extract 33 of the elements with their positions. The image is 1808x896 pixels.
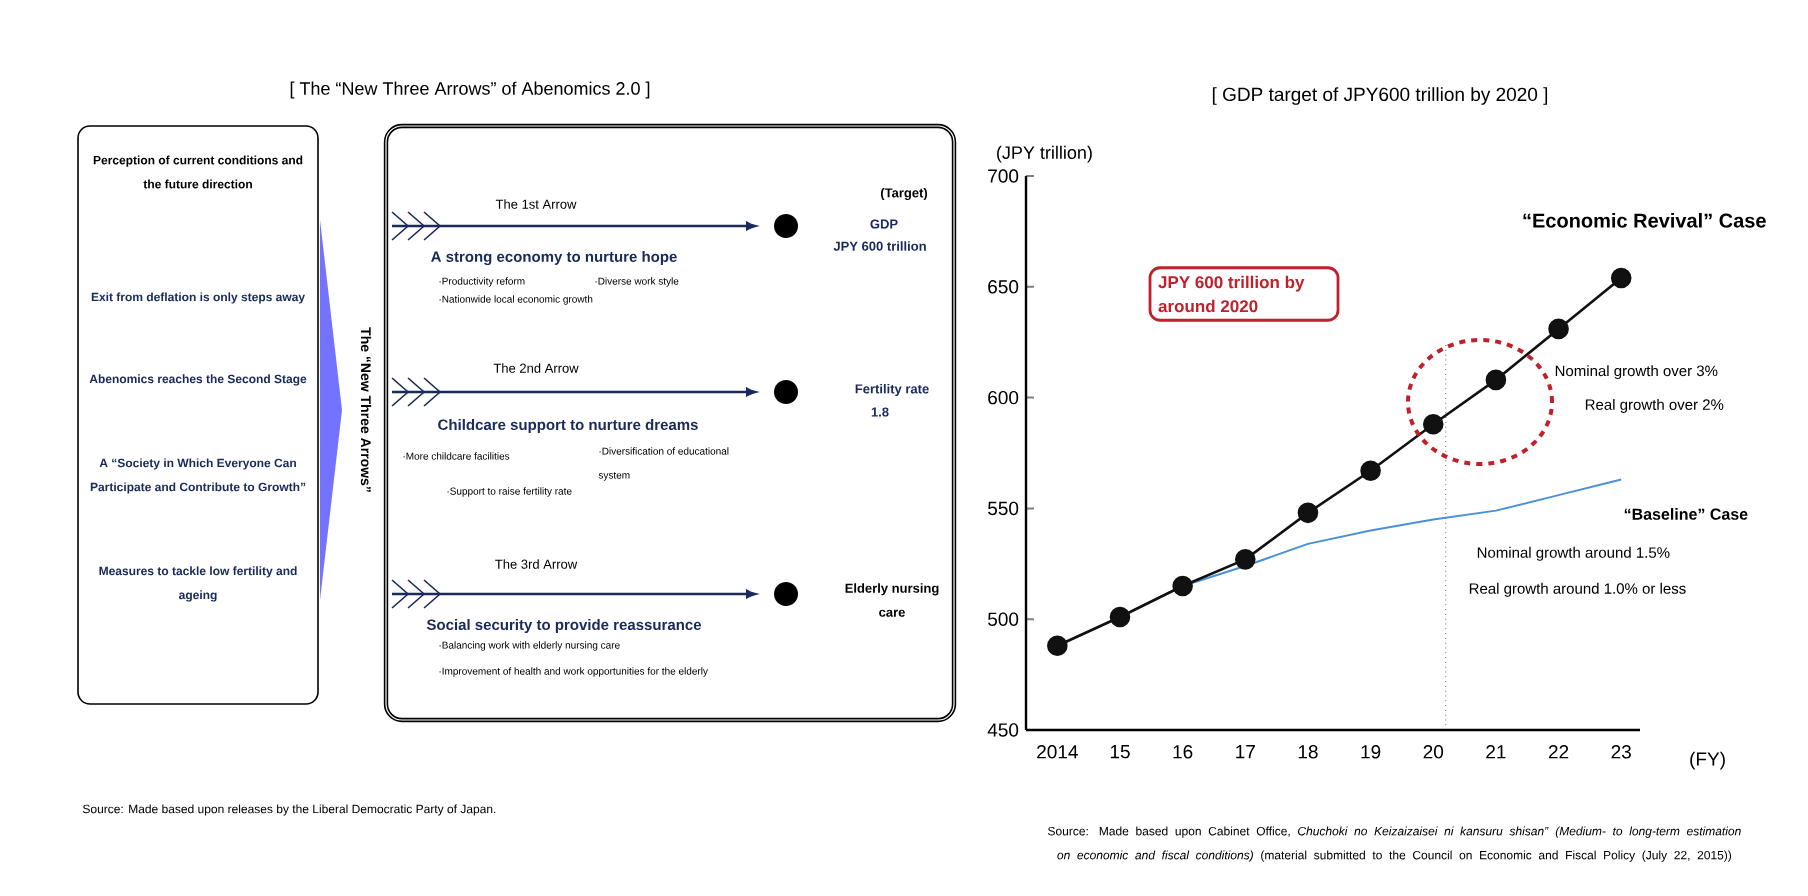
point: [1610, 267, 1632, 289]
y-tick-label: 450: [987, 723, 1019, 737]
x-axis-title: (FY): [1690, 751, 1725, 770]
y-tick-label: 650: [988, 280, 1019, 294]
y-tick-label: 550: [988, 501, 1019, 516]
point: [1109, 606, 1131, 628]
point: [1548, 318, 1569, 340]
x-tick-label: 23: [1611, 745, 1631, 759]
x-tick-label: 15: [1110, 745, 1130, 759]
y-tick-label: 600: [988, 390, 1019, 405]
x-tick-label: 2014: [1037, 745, 1078, 759]
chart-title: [ GDP target of JPY600 trillion by 2020 ]: [1212, 87, 1548, 105]
x-tick-label: 22: [1548, 745, 1569, 759]
x-tick-label: 21: [1486, 745, 1506, 759]
point: [1422, 413, 1444, 435]
y-tick-label: 500: [988, 612, 1019, 626]
text: “Economic Revival” Case: [1523, 212, 1766, 228]
y-axis-title: (JPY trillion): [997, 145, 1092, 163]
y-tick-label: 700: [988, 169, 1019, 183]
point: [1297, 502, 1319, 524]
x-tick-label: 18: [1298, 745, 1318, 759]
point: [1360, 460, 1381, 482]
x-tick-label: 19: [1361, 745, 1381, 759]
annotation: JPY 600 trillion by around 2020: [1158, 275, 1305, 313]
point: [1235, 549, 1256, 570]
point: [1485, 369, 1507, 391]
x-tick-label: 16: [1173, 745, 1193, 759]
point: [1047, 635, 1068, 657]
series-label: “Baseline” Case: [1624, 508, 1748, 520]
x-tick-label: 17: [1236, 745, 1255, 759]
x-tick-label: 20: [1423, 745, 1444, 759]
point: [1172, 575, 1193, 597]
text: [ The “New Three Arrows” of Abenomics 2.0 ]: [290, 81, 650, 99]
